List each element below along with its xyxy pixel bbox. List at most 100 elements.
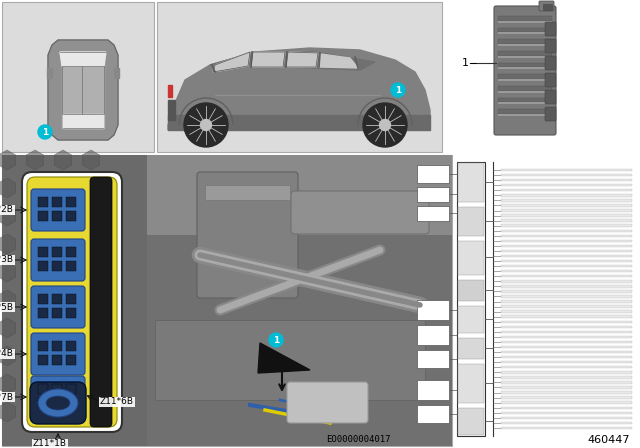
FancyBboxPatch shape: [545, 73, 556, 87]
Bar: [155, 320, 425, 400]
FancyBboxPatch shape: [545, 39, 556, 53]
Bar: [501, 179, 632, 181]
Bar: [501, 265, 632, 267]
Bar: [38, 308, 48, 318]
Polygon shape: [168, 115, 430, 130]
Text: 460447: 460447: [588, 435, 630, 445]
FancyBboxPatch shape: [197, 172, 298, 298]
Bar: [501, 427, 632, 429]
Bar: [498, 98, 552, 103]
Bar: [66, 197, 76, 207]
Text: EO0000004017: EO0000004017: [326, 435, 390, 444]
Circle shape: [269, 333, 283, 347]
Bar: [498, 56, 552, 58]
Bar: [501, 412, 632, 414]
FancyBboxPatch shape: [545, 90, 556, 104]
Bar: [417, 300, 449, 320]
Text: Z11*1B: Z11*1B: [33, 439, 67, 448]
Text: Z11*6B: Z11*6B: [100, 397, 134, 406]
Bar: [501, 331, 632, 333]
Bar: [458, 207, 484, 236]
Bar: [52, 355, 62, 365]
Bar: [501, 260, 632, 262]
Ellipse shape: [38, 389, 78, 417]
Polygon shape: [47, 68, 52, 78]
Bar: [501, 381, 632, 383]
Bar: [498, 68, 552, 69]
Bar: [52, 247, 62, 257]
Bar: [501, 326, 632, 328]
Polygon shape: [62, 52, 104, 128]
Bar: [52, 398, 62, 408]
Bar: [2, 155, 452, 446]
Bar: [498, 91, 552, 93]
Bar: [66, 211, 76, 221]
Text: 1: 1: [273, 336, 279, 345]
Bar: [498, 44, 552, 46]
Polygon shape: [319, 54, 358, 68]
Bar: [501, 220, 632, 222]
FancyBboxPatch shape: [31, 286, 85, 328]
Polygon shape: [286, 52, 318, 67]
Bar: [501, 346, 632, 348]
FancyBboxPatch shape: [545, 22, 556, 36]
Bar: [501, 255, 632, 257]
Bar: [501, 392, 632, 394]
FancyBboxPatch shape: [543, 4, 552, 10]
Bar: [417, 165, 449, 183]
Polygon shape: [63, 114, 103, 128]
Bar: [66, 355, 76, 365]
FancyBboxPatch shape: [291, 191, 429, 234]
Bar: [501, 214, 632, 217]
Polygon shape: [213, 52, 250, 72]
Bar: [498, 16, 552, 21]
Bar: [501, 199, 632, 202]
Bar: [501, 386, 632, 389]
FancyBboxPatch shape: [27, 177, 117, 427]
Bar: [142, 155, 452, 446]
Bar: [498, 63, 552, 68]
Polygon shape: [258, 343, 310, 373]
Bar: [501, 285, 632, 288]
FancyBboxPatch shape: [31, 239, 85, 281]
Polygon shape: [168, 48, 430, 130]
Bar: [501, 300, 632, 303]
Text: 1: 1: [395, 86, 401, 95]
Bar: [501, 275, 632, 277]
Bar: [458, 306, 484, 333]
Bar: [501, 406, 632, 409]
Bar: [498, 28, 552, 32]
Bar: [501, 422, 632, 424]
Bar: [205, 185, 290, 200]
Polygon shape: [60, 52, 106, 66]
Ellipse shape: [46, 396, 70, 410]
Bar: [38, 211, 48, 221]
Bar: [501, 306, 632, 308]
Bar: [66, 341, 76, 351]
Bar: [52, 261, 62, 271]
Bar: [501, 209, 632, 212]
Bar: [498, 39, 552, 44]
Bar: [501, 295, 632, 297]
Bar: [501, 396, 632, 399]
Bar: [501, 371, 632, 374]
Bar: [66, 398, 76, 408]
Bar: [66, 384, 76, 394]
Circle shape: [363, 103, 407, 147]
Text: 1: 1: [462, 58, 469, 68]
Bar: [417, 350, 449, 368]
Polygon shape: [251, 52, 285, 67]
Bar: [501, 401, 632, 404]
Bar: [501, 366, 632, 368]
Bar: [417, 380, 449, 400]
Polygon shape: [168, 100, 175, 120]
FancyBboxPatch shape: [31, 333, 85, 375]
Bar: [142, 155, 452, 235]
FancyBboxPatch shape: [539, 1, 554, 11]
Bar: [501, 290, 632, 293]
Bar: [498, 79, 552, 81]
Bar: [417, 325, 449, 345]
Bar: [501, 240, 632, 242]
Bar: [501, 169, 632, 171]
Bar: [501, 235, 632, 237]
